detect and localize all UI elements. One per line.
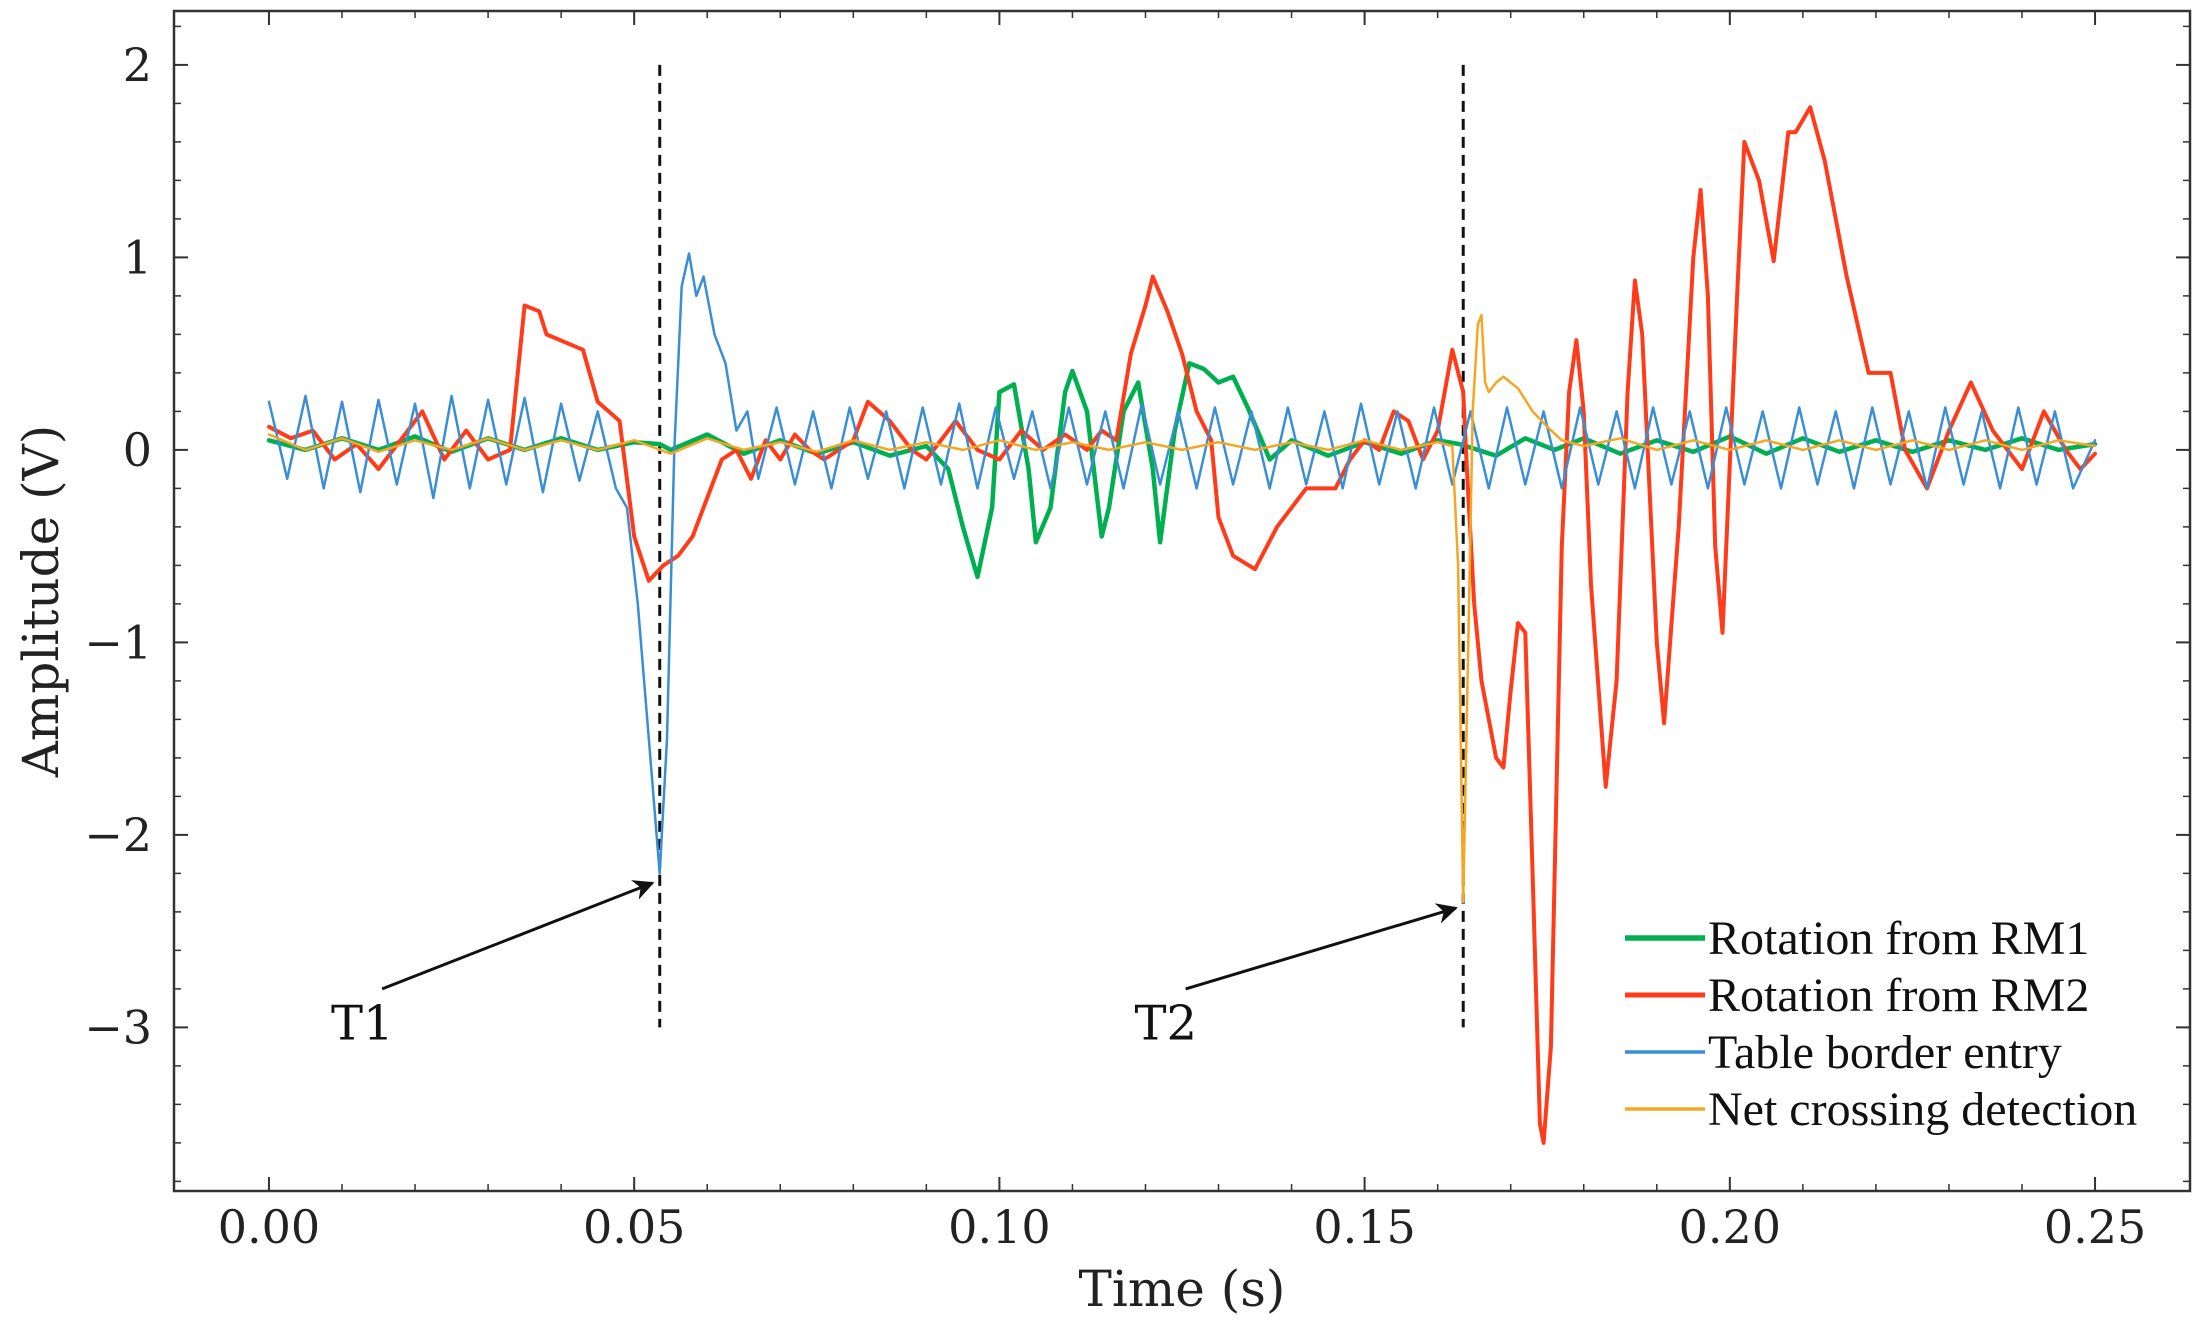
- annotation-arrow: [381, 880, 655, 991]
- x-tick-label: 0.10: [948, 1200, 1050, 1254]
- x-tick-label: 0.25: [2044, 1200, 2146, 1254]
- y-tick-label: −2: [84, 808, 152, 862]
- y-axis-label: Amplitude (V): [12, 425, 70, 778]
- axis-tick-labels: 0.00 0.05 0.10 0.15 0.20 0.25 −3 −2 −1 0 1 2: [84, 38, 2146, 1254]
- plot-frame: [172, 9, 2192, 1193]
- y-tick-label: 0: [123, 423, 152, 477]
- x-tick-label: 0.15: [1313, 1200, 1415, 1254]
- x-tick-label: 0.05: [583, 1200, 685, 1254]
- y-tick-label: 1: [123, 230, 152, 284]
- series-line-rotation-from-rm2: [267, 105, 2097, 1145]
- series-group: [266, 105, 2098, 1145]
- legend-entry-rotation-from-rm1: Rotation from RM1: [1708, 912, 2089, 965]
- x-tick-label: 0.00: [218, 1200, 320, 1254]
- annotation-label-t2: T2: [1135, 996, 1198, 1052]
- x-tick-label: 0.20: [1679, 1200, 1781, 1254]
- annotation-label-t1: T1: [331, 996, 394, 1052]
- annotation-arrow: [1185, 903, 1458, 991]
- legend-entry-net-crossing-detection: Net crossing detection: [1708, 1083, 2137, 1136]
- legend-entry-table-border-entry: Table border entry: [1708, 1026, 2062, 1079]
- series-line-net-crossing-detection: [267, 313, 2097, 904]
- y-tick-label: 2: [123, 38, 152, 92]
- annotations: T1 T2: [331, 880, 1458, 1052]
- axis-ticks: [174, 11, 2190, 1191]
- legend-entry-rotation-from-rm2: Rotation from RM2: [1708, 969, 2089, 1022]
- x-axis-label: Time (s): [1079, 1260, 1286, 1318]
- y-tick-label: −3: [84, 1000, 152, 1054]
- y-tick-label: −1: [84, 615, 152, 669]
